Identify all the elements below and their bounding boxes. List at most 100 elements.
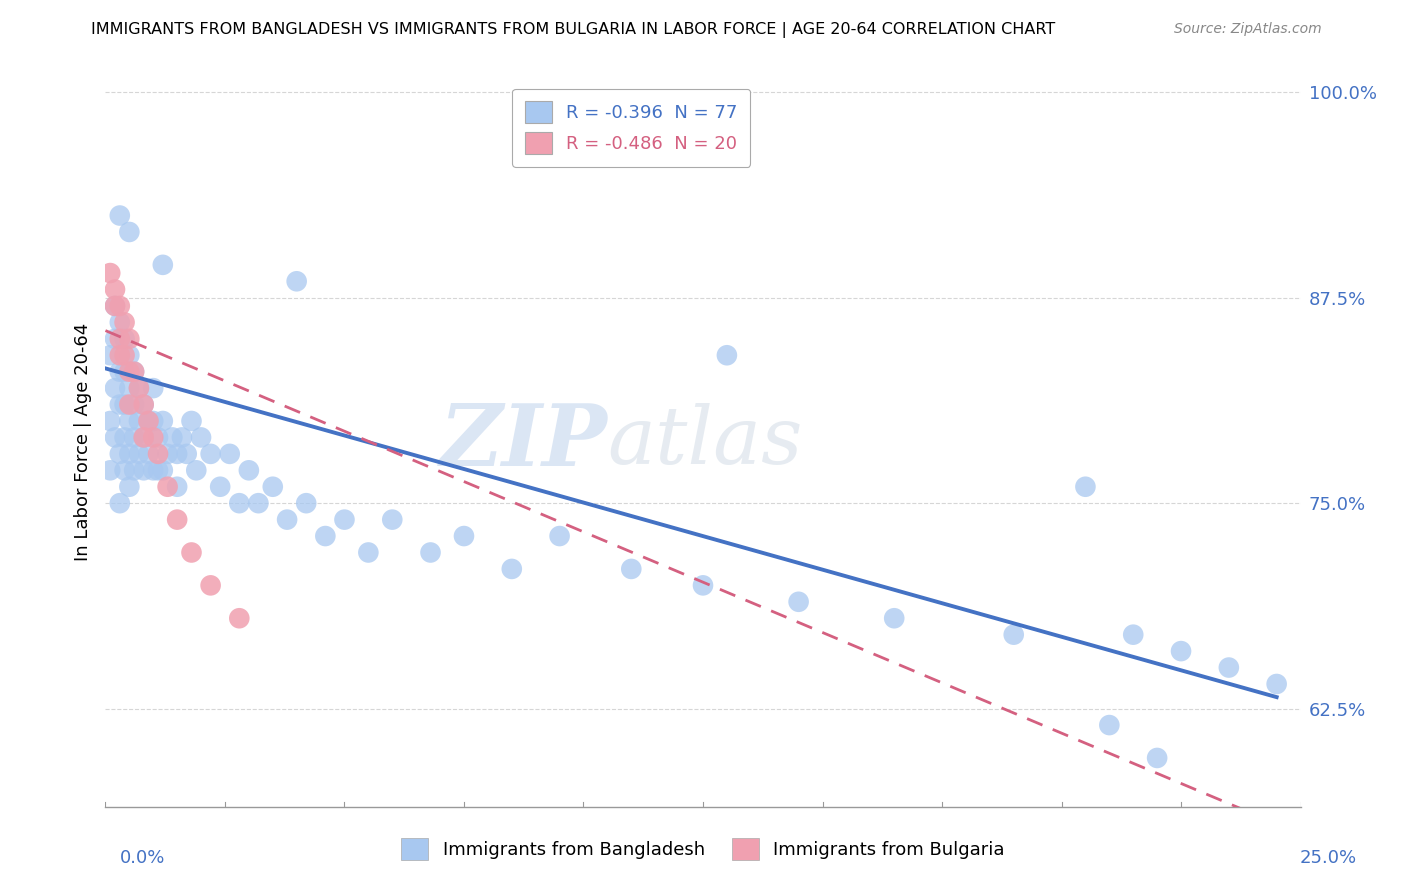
- Point: [1170, 644, 1192, 658]
- Point: [209, 480, 232, 494]
- Point: [146, 463, 169, 477]
- Text: 25.0%: 25.0%: [1299, 849, 1357, 867]
- Point: [118, 381, 141, 395]
- Legend: R = -0.396  N = 77, R = -0.486  N = 20: R = -0.396 N = 77, R = -0.486 N = 20: [512, 88, 751, 167]
- Point: [128, 447, 150, 461]
- Point: [453, 529, 475, 543]
- Point: [118, 225, 141, 239]
- Point: [170, 430, 193, 444]
- Legend: Immigrants from Bangladesh, Immigrants from Bulgaria: Immigrants from Bangladesh, Immigrants f…: [394, 830, 1012, 867]
- Y-axis label: In Labor Force | Age 20-64: In Labor Force | Age 20-64: [73, 322, 91, 561]
- Point: [104, 332, 127, 346]
- Point: [108, 332, 131, 346]
- Point: [122, 463, 145, 477]
- Point: [122, 430, 145, 444]
- Point: [118, 332, 141, 346]
- Point: [1074, 480, 1097, 494]
- Point: [333, 513, 356, 527]
- Point: [104, 381, 127, 395]
- Point: [108, 209, 131, 223]
- Point: [104, 299, 127, 313]
- Point: [1146, 751, 1168, 765]
- Point: [381, 513, 404, 527]
- Point: [98, 348, 121, 362]
- Point: [108, 447, 131, 461]
- Text: atlas: atlas: [607, 403, 803, 480]
- Point: [128, 414, 150, 428]
- Point: [128, 381, 150, 395]
- Point: [548, 529, 571, 543]
- Point: [190, 430, 212, 444]
- Point: [228, 496, 250, 510]
- Text: ZIP: ZIP: [440, 400, 607, 483]
- Point: [114, 430, 136, 444]
- Point: [276, 513, 298, 527]
- Point: [620, 562, 643, 576]
- Point: [152, 463, 174, 477]
- Point: [132, 463, 155, 477]
- Point: [156, 447, 179, 461]
- Point: [132, 398, 155, 412]
- Point: [295, 496, 318, 510]
- Point: [122, 365, 145, 379]
- Point: [98, 266, 121, 280]
- Point: [200, 447, 222, 461]
- Point: [98, 414, 121, 428]
- Point: [152, 414, 174, 428]
- Point: [1122, 628, 1144, 642]
- Text: IMMIGRANTS FROM BANGLADESH VS IMMIGRANTS FROM BULGARIA IN LABOR FORCE | AGE 20-6: IMMIGRANTS FROM BANGLADESH VS IMMIGRANTS…: [91, 22, 1056, 38]
- Point: [138, 414, 160, 428]
- Text: 0.0%: 0.0%: [120, 849, 165, 867]
- Point: [419, 545, 441, 559]
- Point: [128, 381, 150, 395]
- Point: [1218, 660, 1240, 674]
- Point: [166, 513, 188, 527]
- Point: [114, 463, 136, 477]
- Point: [501, 562, 523, 576]
- Point: [118, 398, 141, 412]
- Text: Source: ZipAtlas.com: Source: ZipAtlas.com: [1174, 22, 1322, 37]
- Point: [883, 611, 905, 625]
- Point: [122, 365, 145, 379]
- Point: [142, 381, 165, 395]
- Point: [166, 480, 188, 494]
- Point: [152, 258, 174, 272]
- Point: [104, 283, 127, 297]
- Point: [142, 414, 165, 428]
- Point: [142, 463, 165, 477]
- Point: [1265, 677, 1288, 691]
- Point: [146, 430, 169, 444]
- Point: [314, 529, 336, 543]
- Point: [1098, 718, 1121, 732]
- Point: [247, 496, 270, 510]
- Point: [108, 398, 131, 412]
- Point: [104, 430, 127, 444]
- Point: [104, 299, 127, 313]
- Point: [166, 447, 188, 461]
- Point: [108, 299, 131, 313]
- Point: [108, 348, 131, 362]
- Point: [200, 578, 222, 592]
- Point: [357, 545, 380, 559]
- Point: [285, 274, 308, 288]
- Point: [180, 545, 202, 559]
- Point: [118, 414, 141, 428]
- Point: [114, 315, 136, 329]
- Point: [228, 611, 250, 625]
- Point: [142, 430, 165, 444]
- Point: [692, 578, 714, 592]
- Point: [716, 348, 738, 362]
- Point: [132, 430, 155, 444]
- Point: [262, 480, 284, 494]
- Point: [176, 447, 198, 461]
- Point: [132, 430, 155, 444]
- Point: [114, 332, 136, 346]
- Point: [138, 414, 160, 428]
- Point: [1002, 628, 1025, 642]
- Point: [162, 430, 184, 444]
- Point: [118, 480, 141, 494]
- Point: [180, 414, 202, 428]
- Point: [118, 447, 141, 461]
- Point: [108, 315, 131, 329]
- Point: [108, 496, 131, 510]
